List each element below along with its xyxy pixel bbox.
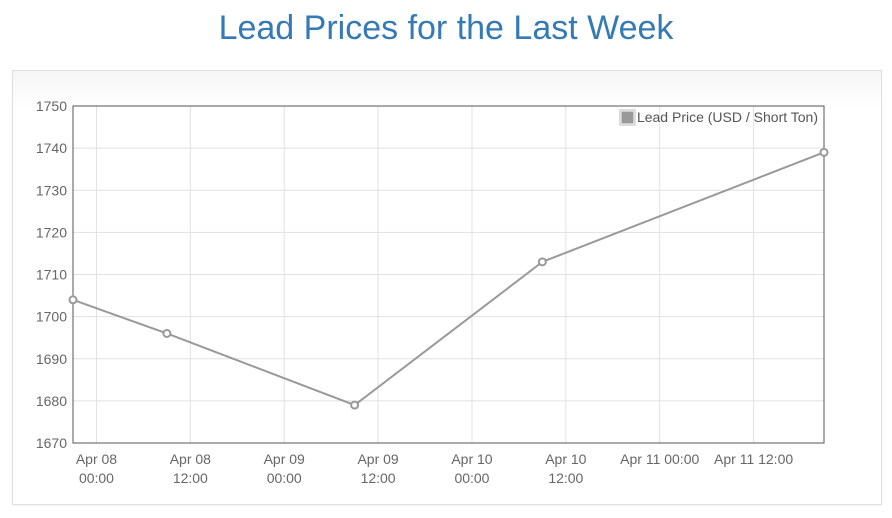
page-title: Lead Prices for the Last Week	[218, 9, 674, 47]
x-tick-label: Apr 10	[545, 451, 586, 467]
data-point[interactable]	[162, 328, 172, 338]
y-tick-label: 1670	[36, 435, 67, 451]
x-tick-label: Apr 09	[264, 451, 305, 467]
x-tick-label: Apr 08	[170, 451, 211, 467]
y-tick-label: 1720	[36, 224, 67, 240]
legend-swatch-border	[619, 109, 636, 126]
chart-legend[interactable]: Lead Price (USD / Short Ton)	[619, 109, 818, 126]
x-tick-label: Apr 11 00:00	[620, 451, 699, 467]
y-tick-label: 1710	[36, 267, 67, 283]
y-tick-label: 1730	[36, 182, 67, 198]
y-tick-label: 1740	[36, 140, 67, 156]
x-tick-label: 12:00	[548, 470, 583, 486]
y-tick-label: 1700	[36, 309, 67, 325]
x-tick-label: 00:00	[267, 470, 302, 486]
data-point[interactable]	[819, 147, 829, 157]
x-tick-label: 12:00	[173, 470, 208, 486]
x-tick-label: 12:00	[361, 470, 396, 486]
x-tick-label: Apr 11 12:00	[714, 451, 793, 467]
lead-price-chart: 1670 1680 1690 1700 1710 1720 1730 1740 1750 Apr…	[36, 98, 829, 486]
x-tick-label: 00:00	[454, 470, 489, 486]
chart-panel: 1670 1680 1690 1700 1710 1720 1730 1740 1750 Apr…	[12, 70, 882, 505]
legend-label: Lead Price (USD / Short Ton)	[637, 109, 818, 125]
series-points	[68, 147, 829, 410]
y-tick-label: 1690	[36, 351, 67, 367]
legend-swatch	[620, 110, 635, 125]
axis-frame	[72, 105, 825, 444]
data-point[interactable]	[350, 400, 360, 410]
y-tick-label: 1680	[36, 393, 67, 409]
data-point[interactable]	[537, 257, 547, 267]
plot-area-border	[72, 105, 825, 444]
grid-lines	[73, 105, 824, 444]
x-tick-label: Apr 09	[357, 451, 398, 467]
y-tick-label: 1750	[36, 98, 67, 114]
x-tick-label: 00:00	[79, 470, 114, 486]
x-tick-label: Apr 08	[76, 451, 117, 467]
x-axis-tick-labels: Apr 08 00:00 Apr 08 12:00 Apr 09 00:00 Apr 09 1…	[76, 451, 794, 486]
data-point[interactable]	[68, 295, 78, 305]
y-axis-tick-labels: 1670 1680 1690 1700 1710 1720 1730 1740 1750	[36, 98, 67, 451]
x-tick-label: Apr 10	[451, 451, 492, 467]
